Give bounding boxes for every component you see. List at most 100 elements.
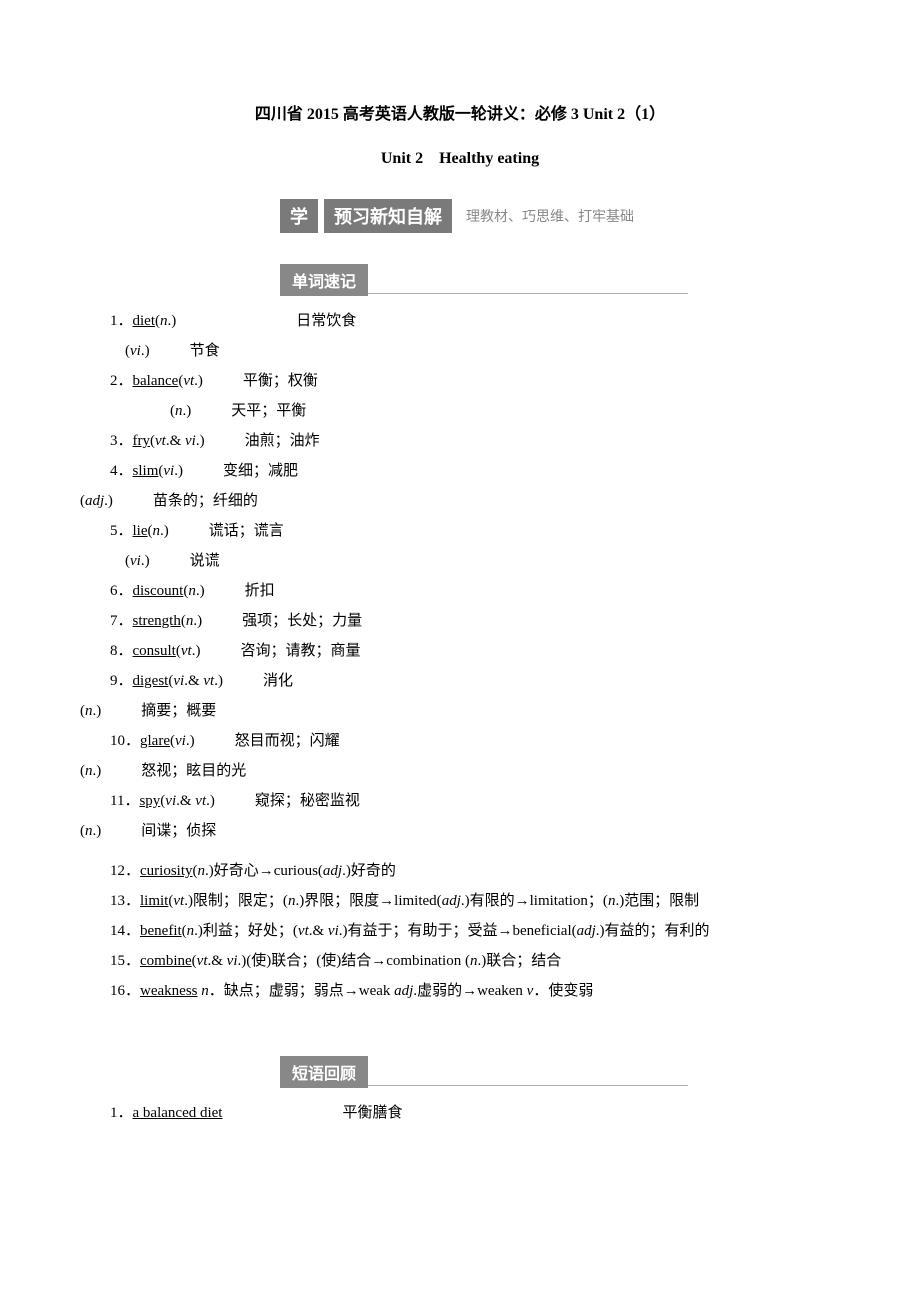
vocab-entry: 10．glare(vi.) 怒目而视；闪耀 (80, 726, 840, 756)
vocab-word: discount (133, 583, 184, 599)
vocab-pos: (n.) (183, 583, 204, 599)
page-subtitle: Unit 2 Healthy eating (80, 144, 840, 168)
vocab-pos: (vi.& vt.) (160, 793, 215, 809)
phrase-text: a balanced diet (133, 1105, 223, 1121)
vocab-def: 怒目而视；闪耀 (235, 733, 340, 749)
vocab-def: 平衡；权衡 (243, 373, 318, 389)
vocab-def: 天平；平衡 (231, 403, 306, 419)
banner-subtitle: 理教材、巧思维、打牢基础 (466, 206, 634, 226)
banner-tag: 学 (280, 199, 318, 233)
vocab-pos: (vt.) (176, 643, 201, 659)
tab-underline (368, 1084, 688, 1086)
entry-number: 2． (110, 373, 133, 389)
entry-number: 5． (110, 523, 133, 539)
entry-number: 12． (110, 863, 140, 879)
vocab-def: 节食 (190, 343, 220, 359)
vocab-pos: (n.) (80, 823, 101, 839)
vocab-sub-entry: (n.)摘要；概要 (80, 696, 840, 726)
chain-text: weakness n．缺点；虚弱；弱点→weak adj.虚弱的→weaken … (140, 983, 593, 999)
vocab-pos: (n.) (148, 523, 169, 539)
phrase-list: 1．a balanced diet 平衡膳食 (80, 1098, 840, 1128)
vocab-def: 摘要；概要 (141, 703, 216, 719)
entry-number: 7． (110, 613, 133, 629)
chain-text: limit(vt.)限制；限定；(n.)界限；限度→limited(adj.)有… (140, 893, 699, 909)
vocab-pos: (vi.) (125, 553, 150, 569)
tab-label: 短语回顾 (280, 1056, 368, 1088)
vocab-entry: 4．slim(vi.) 变细；减肥 (80, 456, 840, 486)
vocab-word: lie (133, 523, 148, 539)
vocab-entry: 2．balance(vt.)平衡；权衡 (80, 366, 840, 396)
vocab-pos: (vi.& vt.) (168, 673, 223, 689)
vocab-word: diet (133, 313, 156, 329)
vocab-chain-entry: 15．combine(vt.& vi.)(使)联合；(使)结合→combinat… (80, 946, 840, 976)
page-title: 四川省 2015 高考英语人教版一轮讲义：必修 3 Unit 2（1） (80, 100, 840, 124)
vocab-entry: 8．consult(vt.) 咨询；请教；商量 (80, 636, 840, 666)
vocab-def: 苗条的；纤细的 (153, 493, 258, 509)
vocab-pos: (n.) (80, 763, 101, 779)
entry-number: 10． (110, 733, 140, 749)
vocab-pos: (adj.) (80, 493, 113, 509)
vocab-pos: (n.) (181, 613, 202, 629)
vocab-sub-entry: (n.)间谍；侦探 (80, 816, 840, 846)
vocab-pos: (vi.) (158, 463, 183, 479)
vocab-chain-entry: 16．weakness n．缺点；虚弱；弱点→weak adj.虚弱的→weak… (80, 976, 840, 1006)
vocab-pos: (n.) (170, 403, 191, 419)
section-tab-vocab: 单词速记 (280, 264, 840, 296)
vocab-def: 说谎 (190, 553, 220, 569)
entry-number: 15． (110, 953, 140, 969)
vocab-pos: (vt.) (178, 373, 203, 389)
vocab-def: 日常饮食 (296, 313, 356, 329)
vocab-chain-entry: 12．curiosity(n.)好奇心→curious(adj.)好奇的 (80, 856, 840, 886)
entry-number: 4． (110, 463, 133, 479)
vocab-entry: 7．strength(n.) 强项；长处；力量 (80, 606, 840, 636)
entry-number: 16． (110, 983, 140, 999)
banner-title: 预习新知自解 (324, 199, 452, 233)
vocab-word: consult (133, 643, 176, 659)
vocab-chain-entry: 13．limit(vt.)限制；限定；(n.)界限；限度→limited(adj… (80, 886, 840, 916)
vocab-sub-entry: (n.) 天平；平衡 (80, 396, 840, 426)
chain-text: combine(vt.& vi.)(使)联合；(使)结合→combination… (140, 953, 561, 969)
vocab-list: 1．diet(n.)日常饮食(vi.)节食2．balance(vt.)平衡；权衡… (80, 306, 840, 846)
vocab-entry: 9．digest(vi.& vt.) 消化 (80, 666, 840, 696)
vocab-pos: (vi.) (170, 733, 195, 749)
vocab-def: 咨询；请教；商量 (240, 643, 360, 659)
entry-number: 14． (110, 923, 140, 939)
vocab-sub-entry: (vi.)节食 (80, 336, 840, 366)
vocab-def: 强项；长处；力量 (242, 613, 362, 629)
vocab-word: glare (140, 733, 170, 749)
vocab-word: digest (133, 673, 169, 689)
vocab-entry: 5．lie(n.)谎话；谎言 (80, 516, 840, 546)
vocab-chain-entry: 14．benefit(n.)利益；好处；(vt.& vi.)有益于；有助于；受益… (80, 916, 840, 946)
vocab-word: fry (133, 433, 151, 449)
entry-number: 1． (110, 1105, 133, 1121)
vocab-def: 折扣 (245, 583, 275, 599)
vocab-pos: (vt.& vi.) (150, 433, 205, 449)
section-tab-phrases: 短语回顾 (280, 1056, 840, 1088)
vocab-sub-entry: (adj.) 苗条的；纤细的 (80, 486, 840, 516)
vocab-def: 消化 (263, 673, 293, 689)
vocab-entry: 11．spy(vi.& vt.)窥探；秘密监视 (80, 786, 840, 816)
vocab-def: 油煎；油炸 (245, 433, 320, 449)
entry-number: 9． (110, 673, 133, 689)
vocab-sub-entry: (n.) 怒视；眩目的光 (80, 756, 840, 786)
document-page: 四川省 2015 高考英语人教版一轮讲义：必修 3 Unit 2（1） Unit… (0, 0, 920, 1188)
tab-label: 单词速记 (280, 264, 368, 296)
entry-number: 8． (110, 643, 133, 659)
vocab-word: strength (133, 613, 181, 629)
tab-underline (368, 292, 688, 294)
section-banner-study: 学 预习新知自解 理教材、巧思维、打牢基础 (280, 198, 840, 234)
vocab-pos: (n.) (155, 313, 176, 329)
entry-number: 6． (110, 583, 133, 599)
entry-number: 11． (110, 793, 139, 809)
vocab-def: 怒视；眩目的光 (141, 763, 246, 779)
vocab-entry: 1．diet(n.) 日常饮食 (80, 306, 840, 336)
chain-text: benefit(n.)利益；好处；(vt.& vi.)有益于；有助于；受益→be… (140, 923, 710, 939)
phrase-def: 平衡膳食 (342, 1105, 402, 1121)
vocab-chain-list: 12．curiosity(n.)好奇心→curious(adj.)好奇的13．l… (80, 856, 840, 1006)
entry-number: 13． (110, 893, 140, 909)
vocab-def: 变细；减肥 (223, 463, 298, 479)
vocab-entry: 3．fry(vt.& vi.)油煎；油炸 (80, 426, 840, 456)
entry-number: 1． (110, 313, 133, 329)
vocab-word: spy (139, 793, 160, 809)
vocab-word: slim (133, 463, 159, 479)
